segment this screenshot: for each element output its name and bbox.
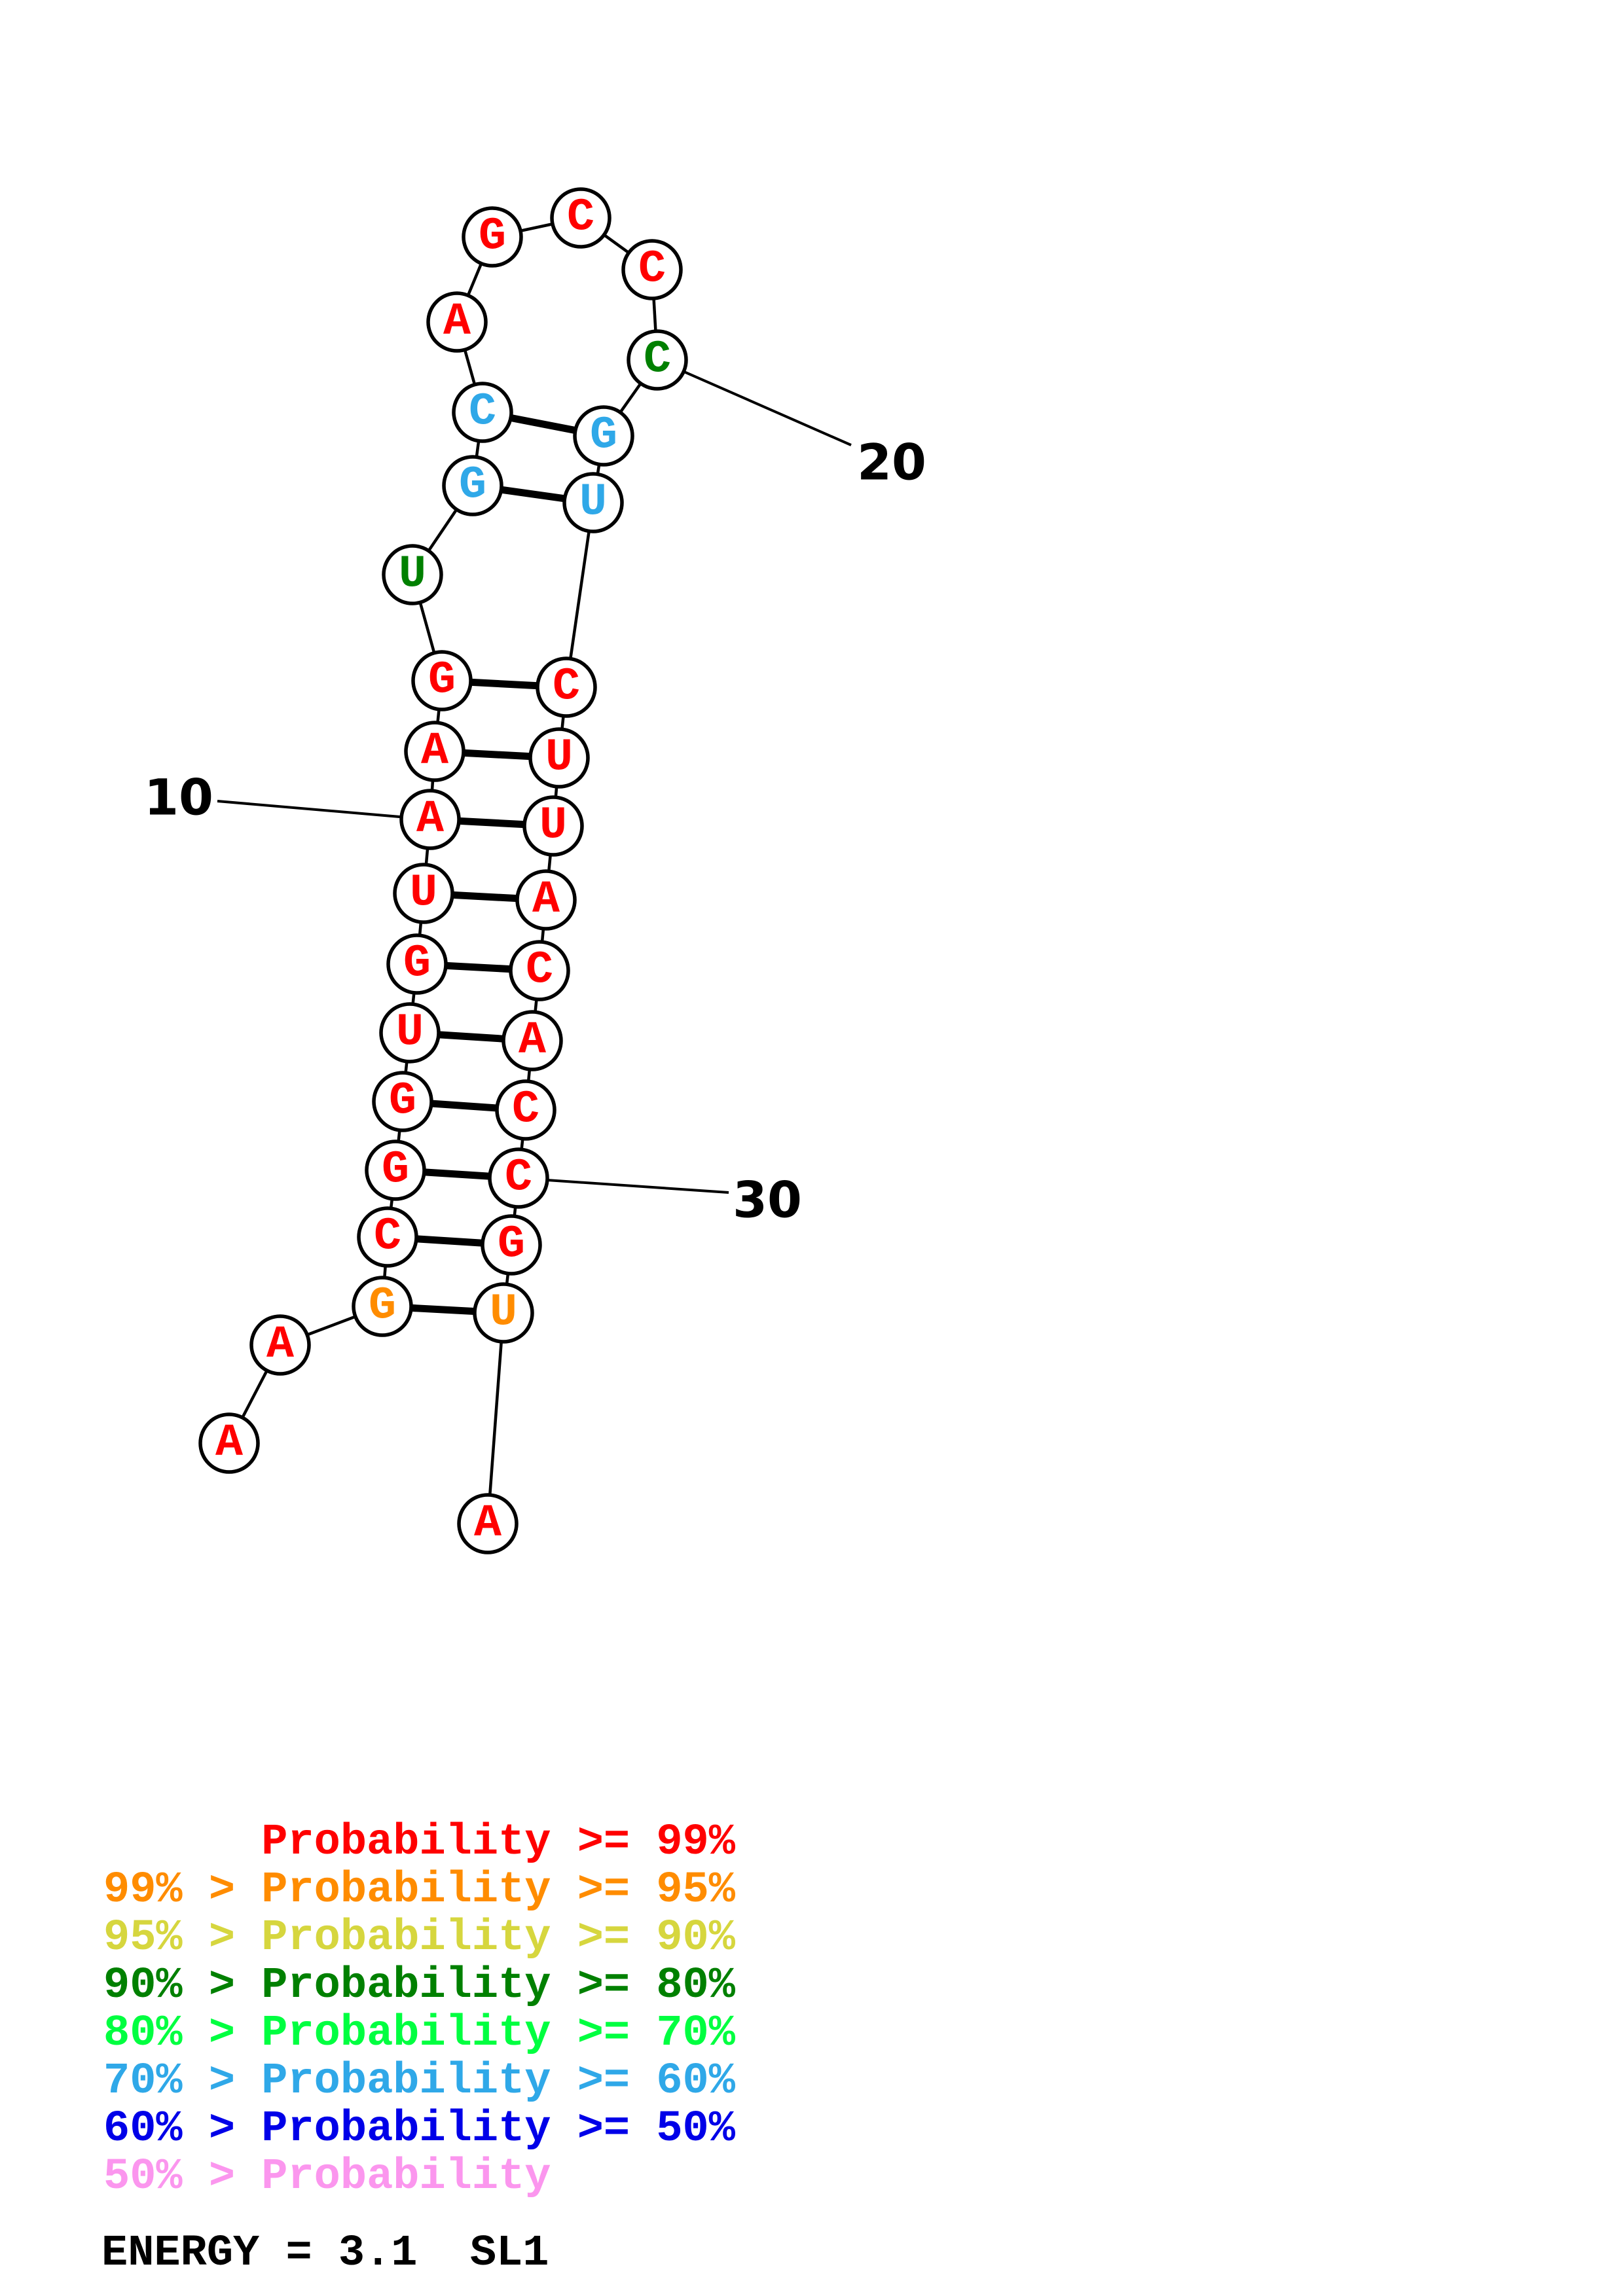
nucleotide-circle [365,1139,426,1201]
nucleotide-letter: C [567,192,594,244]
nucleotide-circle [382,544,443,605]
nucleotide-letter: A [421,726,448,778]
nucleotide-letter: G [459,460,486,512]
nucleotide-letter: U [545,732,573,784]
nucleotide-letter: U [410,868,437,920]
nucleotide-letter: U [396,1007,424,1059]
legend-row: Probability >= 99% [261,1818,735,1867]
nucleotide-circle [426,291,488,353]
nucleotide-circle [509,940,570,1001]
legend-row: 70% > Probability >= 60% [103,2056,735,2106]
nucleotide-circle [198,1412,260,1474]
nucleotide-circle [386,933,448,995]
nucleotide-letter: A [266,1319,294,1371]
nucleotide-circle [473,1282,534,1344]
nucleotide-letter: C [374,1211,401,1263]
nucleotide-letter: A [443,296,471,348]
nucleotide-letter: G [382,1145,409,1196]
nucleotide-letter: A [215,1418,243,1469]
nucleotide-circle [528,727,590,789]
nucleotide-circle [488,1147,549,1209]
nucleotide-letter: G [403,939,431,990]
legend-row: 90% > Probability >= 80% [103,1961,735,2011]
position-label: 30 [733,1171,802,1229]
backbone-line [486,1312,505,1524]
nucleotide-circle [404,721,465,782]
nucleotide-letter: U [399,549,426,601]
nucleotide-circle [393,863,454,924]
nucleotide-letter: C [638,244,666,296]
legend-row: 50% > Probability [103,2152,551,2202]
position-label-line [518,1177,729,1194]
nucleotide-letter: G [590,410,617,462]
backbone-line [564,502,595,688]
nucleotide-letter: G [479,211,506,263]
nucleotide-letter: C [644,334,671,386]
nucleotide-circle [399,789,461,850]
nucleotide-circle [379,1002,441,1064]
nucleotide-circle [550,187,611,249]
nucleotide-circle [462,206,523,268]
nucleotide-letter: G [428,655,456,707]
position-label-line [657,359,852,446]
nucleotide-circle [562,472,624,533]
nucleotide-circle [249,1314,311,1376]
nucleotide-circle [452,382,513,443]
nucleotide-letter: C [553,662,580,713]
nucleotide-letter: A [474,1498,501,1550]
nucleotide-letter: U [539,800,567,852]
legend: Probability >= 99% 99% > Probability >= 9… [103,1819,735,2201]
nucleotide-circle [536,656,597,718]
nucleotide-letter: A [532,874,560,926]
nucleotide-letter: U [490,1287,517,1339]
nucleotide-circle [501,1010,563,1071]
nucleotide-letter: C [469,387,496,439]
nucleotide-letter: G [498,1219,525,1271]
nucleotide-circle [621,239,683,300]
nucleotide-letter: G [369,1281,396,1333]
nucleotide-letter: U [579,477,607,529]
nucleotide-letter: C [512,1085,539,1136]
legend-row: 95% > Probability >= 90% [103,1913,735,1963]
legend-row: 60% > Probability >= 50% [103,2104,735,2154]
nucleotide-circle [522,795,584,857]
nucleotide-circle [411,650,473,711]
nucleotide-letter: C [526,945,553,997]
nucleotide-circle [515,869,577,931]
nucleotide-circle [627,329,688,391]
nucleotide-circle [495,1079,556,1141]
legend-row: 80% > Probability >= 70% [103,2009,735,2058]
nucleotide-letter: A [519,1015,546,1067]
legend-row: 99% > Probability >= 95% [103,1865,735,1915]
nucleotide-circle [352,1276,413,1337]
position-label-line [217,800,431,821]
nucleotide-circle [457,1493,519,1554]
nucleotide-circle [442,455,503,516]
energy-label: ENERGY = 3.1 SL1 [101,2229,549,2278]
nucleotide-circle [481,1214,542,1276]
position-label: 10 [144,768,213,827]
nucleotide-circle [372,1071,433,1132]
nucleotide-letter: A [416,794,444,846]
nucleotide-letter: C [505,1153,532,1204]
position-label: 20 [857,433,926,492]
nucleotide-circle [357,1206,418,1268]
nucleotide-letter: G [389,1076,416,1128]
nucleotide-circle [573,405,634,467]
